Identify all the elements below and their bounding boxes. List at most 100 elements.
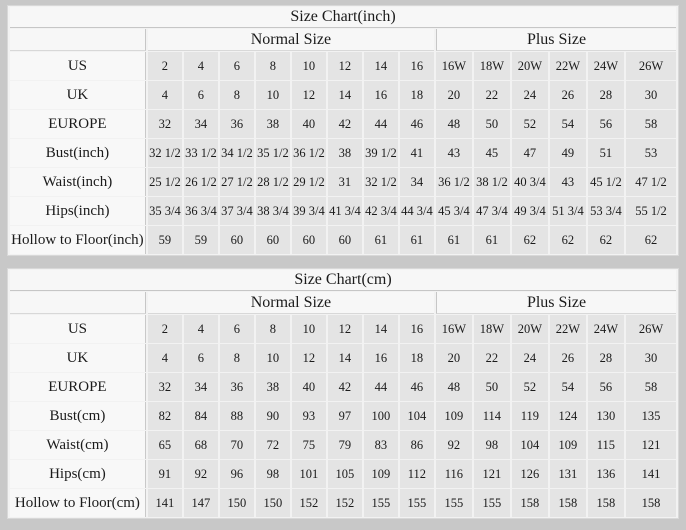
size-value-cell: 52: [511, 110, 548, 138]
size-value-cell: 38: [255, 110, 290, 138]
size-value-cell: 39 1/2: [363, 139, 398, 167]
size-value-cell: 16: [363, 344, 398, 372]
size-value-cell: 12: [291, 81, 326, 109]
size-value-cell: 20W: [511, 315, 548, 343]
size-value-cell: 34: [183, 110, 218, 138]
size-chart-cm-table: Size Chart(cm) Normal Size Plus Size US 2 4 6 8…: [6, 268, 680, 519]
table-title-row: Size Chart(cm): [9, 270, 677, 291]
size-value-cell: 141: [625, 460, 677, 488]
size-value-cell: 48: [435, 110, 472, 138]
size-value-cell: 32: [147, 373, 182, 401]
size-value-cell: 26: [549, 344, 586, 372]
size-value-cell: 150: [255, 489, 290, 517]
size-value-cell: 60: [219, 226, 254, 254]
size-value-cell: 4: [147, 344, 182, 372]
size-value-cell: 38 3/4: [255, 197, 290, 225]
size-value-cell: 62: [511, 226, 548, 254]
size-value-cell: 18: [399, 344, 434, 372]
row-label: Waist(cm): [9, 431, 146, 459]
size-value-cell: 45: [473, 139, 510, 167]
size-value-cell: 16W: [435, 52, 472, 80]
size-value-cell: 26 1/2: [183, 168, 218, 196]
size-value-cell: 6: [219, 315, 254, 343]
size-value-cell: 42: [327, 373, 362, 401]
table-row: UK 4 6 8 10 12 14 16 18 20 22 24 26 28 30: [9, 344, 677, 372]
size-value-cell: 36 1/2: [435, 168, 472, 196]
size-value-cell: 43: [549, 168, 586, 196]
table-title: Size Chart(inch): [9, 7, 677, 28]
size-value-cell: 8: [255, 52, 290, 80]
size-value-cell: 22: [473, 344, 510, 372]
size-value-cell: 61: [399, 226, 434, 254]
size-value-cell: 82: [147, 402, 182, 430]
size-value-cell: 44: [363, 110, 398, 138]
row-label: Bust(inch): [9, 139, 146, 167]
size-value-cell: 2: [147, 52, 182, 80]
size-value-cell: 97: [327, 402, 362, 430]
row-label: Bust(cm): [9, 402, 146, 430]
size-value-cell: 4: [183, 52, 218, 80]
size-value-cell: 8: [219, 344, 254, 372]
size-value-cell: 24: [511, 81, 548, 109]
row-label: EUROPE: [9, 110, 146, 138]
row-label: UK: [9, 344, 146, 372]
size-value-cell: 93: [291, 402, 326, 430]
size-value-cell: 98: [473, 431, 510, 459]
size-value-cell: 119: [511, 402, 548, 430]
size-value-cell: 10: [255, 344, 290, 372]
size-value-cell: 98: [255, 460, 290, 488]
size-value-cell: 29 1/2: [291, 168, 326, 196]
size-value-cell: 44 3/4: [399, 197, 434, 225]
size-value-cell: 152: [327, 489, 362, 517]
size-value-cell: 131: [549, 460, 586, 488]
size-value-cell: 14: [363, 315, 398, 343]
size-value-cell: 32 1/2: [363, 168, 398, 196]
size-value-cell: 41 3/4: [327, 197, 362, 225]
corner-cell: [9, 292, 146, 314]
size-value-cell: 92: [183, 460, 218, 488]
size-value-cell: 36: [219, 373, 254, 401]
size-value-cell: 158: [625, 489, 677, 517]
size-value-cell: 46: [399, 373, 434, 401]
size-value-cell: 6: [183, 81, 218, 109]
size-value-cell: 27 1/2: [219, 168, 254, 196]
size-value-cell: 60: [327, 226, 362, 254]
size-value-cell: 96: [219, 460, 254, 488]
size-value-cell: 52: [511, 373, 548, 401]
size-value-cell: 24: [511, 344, 548, 372]
size-value-cell: 20: [435, 344, 472, 372]
size-value-cell: 20W: [511, 52, 548, 80]
size-value-cell: 28: [587, 344, 624, 372]
table-row: Waist(cm) 65 68 70 72 75 79 83 86 92 98 104 109 115 12…: [9, 431, 677, 459]
table-row: EUROPE 32 34 36 38 40 42 44 46 48 50 52 54 56 58: [9, 110, 677, 138]
row-label: Waist(inch): [9, 168, 146, 196]
size-value-cell: 61: [473, 226, 510, 254]
corner-cell: [9, 29, 146, 51]
size-value-cell: 62: [587, 226, 624, 254]
group-header-plus-size: Plus Size: [435, 29, 677, 51]
size-value-cell: 158: [511, 489, 548, 517]
size-value-cell: 22W: [549, 52, 586, 80]
size-value-cell: 22: [473, 81, 510, 109]
size-value-cell: 10: [255, 81, 290, 109]
size-value-cell: 41: [399, 139, 434, 167]
size-value-cell: 135: [625, 402, 677, 430]
size-value-cell: 55 1/2: [625, 197, 677, 225]
size-value-cell: 47: [511, 139, 548, 167]
group-header-row: Normal Size Plus Size: [9, 29, 677, 51]
size-value-cell: 40: [291, 373, 326, 401]
size-value-cell: 60: [291, 226, 326, 254]
row-label: UK: [9, 81, 146, 109]
size-value-cell: 42 3/4: [363, 197, 398, 225]
size-value-cell: 124: [549, 402, 586, 430]
size-value-cell: 39 3/4: [291, 197, 326, 225]
size-value-cell: 47 3/4: [473, 197, 510, 225]
size-value-cell: 65: [147, 431, 182, 459]
size-value-cell: 6: [183, 344, 218, 372]
table-row: Hips(cm) 91 92 96 98 101 105 109 112 116 121 126 131…: [9, 460, 677, 488]
size-value-cell: 14: [327, 344, 362, 372]
size-value-cell: 14: [363, 52, 398, 80]
table-row: Hips(inch) 35 3/4 36 3/4 37 3/4 38 3/4 39 3/4…: [9, 197, 677, 225]
size-value-cell: 30: [625, 81, 677, 109]
size-value-cell: 30: [625, 344, 677, 372]
